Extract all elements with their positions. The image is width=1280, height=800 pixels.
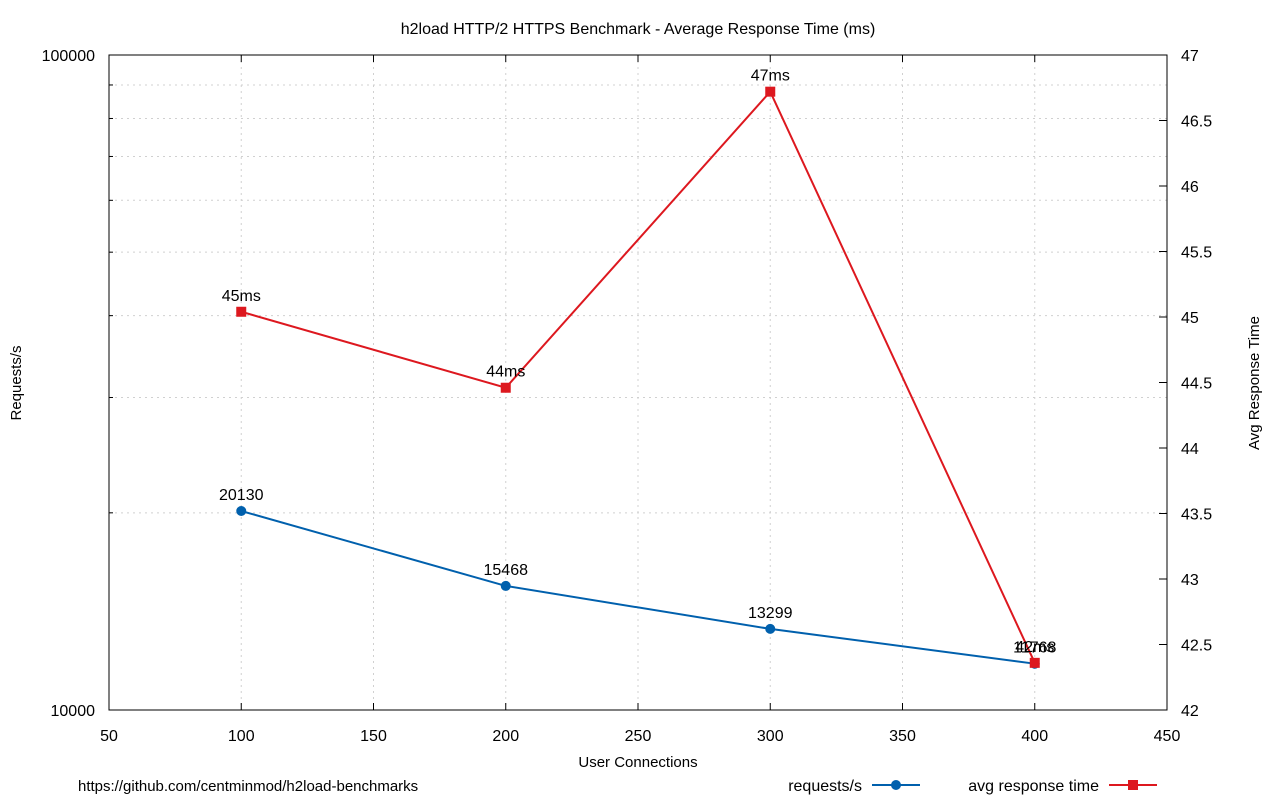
data-label-0: 13299	[748, 605, 793, 622]
y2-axis-label: Avg Response Time	[1246, 316, 1263, 450]
y2-tick-label: 46.5	[1181, 114, 1212, 131]
data-label-1: 42ms	[1015, 639, 1054, 656]
y-tick-label: 100000	[42, 48, 95, 65]
data-label-0: 20130	[219, 487, 264, 504]
data-label-1: 45ms	[222, 288, 261, 305]
data-label-1: 44ms	[486, 364, 525, 381]
grid-lines	[109, 55, 1167, 710]
x-tick-label: 50	[100, 728, 118, 745]
y2-tick-label: 47	[1181, 48, 1199, 65]
legend-marker-requests	[891, 780, 901, 790]
x-tick-label: 150	[360, 728, 387, 745]
source-url: https://github.com/centminmod/h2load-ben…	[78, 778, 418, 795]
plot-border	[108, 54, 1168, 711]
data-point-0	[765, 623, 776, 634]
legend-label-response: avg response time	[968, 778, 1099, 795]
y2-tick-label: 42.5	[1181, 638, 1212, 655]
data-point-0	[236, 505, 247, 516]
x-tick-label: 100	[228, 728, 255, 745]
y2-tick-label: 45	[1181, 310, 1199, 327]
y2-tick-label: 44.5	[1181, 376, 1212, 393]
x-tick-label: 200	[492, 728, 519, 745]
x-axis-label: User Connections	[578, 754, 697, 771]
data-point-1	[1029, 657, 1040, 668]
x-tick-label: 400	[1021, 728, 1048, 745]
legend-label-requests: requests/s	[788, 778, 862, 795]
data-point-0	[500, 580, 511, 591]
axes: 50 100 150 200 250 300 350 400 450 10000 100000 42 4…	[42, 48, 1213, 745]
data-point-1	[236, 306, 247, 317]
x-tick-label: 450	[1154, 728, 1181, 745]
y2-tick-label: 42	[1181, 703, 1199, 720]
data-label-0: 11768	[1013, 640, 1056, 657]
y2-tick-label: 43.5	[1181, 507, 1212, 524]
y2-tick-label: 45.5	[1181, 245, 1212, 262]
series-line-0	[240, 510, 1035, 665]
y-tick-label: 10000	[51, 703, 96, 720]
data-label-1: 47ms	[751, 68, 790, 85]
y2-tick-label: 46	[1181, 179, 1199, 196]
chart-title: h2load HTTP/2 HTTPS Benchmark - Average …	[401, 21, 876, 38]
data-label-0: 15468	[484, 562, 529, 579]
legend-marker-response	[1128, 780, 1138, 790]
x-tick-label: 250	[625, 728, 652, 745]
data-labels: 20130 15468 13299 11768 45ms 44ms 47ms 42ms	[219, 68, 1057, 657]
y2-tick-label: 44	[1181, 441, 1199, 458]
series-layer	[236, 86, 1040, 669]
legend: requests/s avg response time	[788, 778, 1157, 795]
y-axis-label: Requests/s	[8, 345, 25, 420]
x-tick-label: 300	[757, 728, 784, 745]
data-point-1	[765, 86, 776, 97]
series-line-1	[240, 89, 1036, 664]
y2-tick-label: 43	[1181, 572, 1199, 589]
data-point-1	[500, 382, 511, 393]
x-tick-label: 350	[889, 728, 916, 745]
